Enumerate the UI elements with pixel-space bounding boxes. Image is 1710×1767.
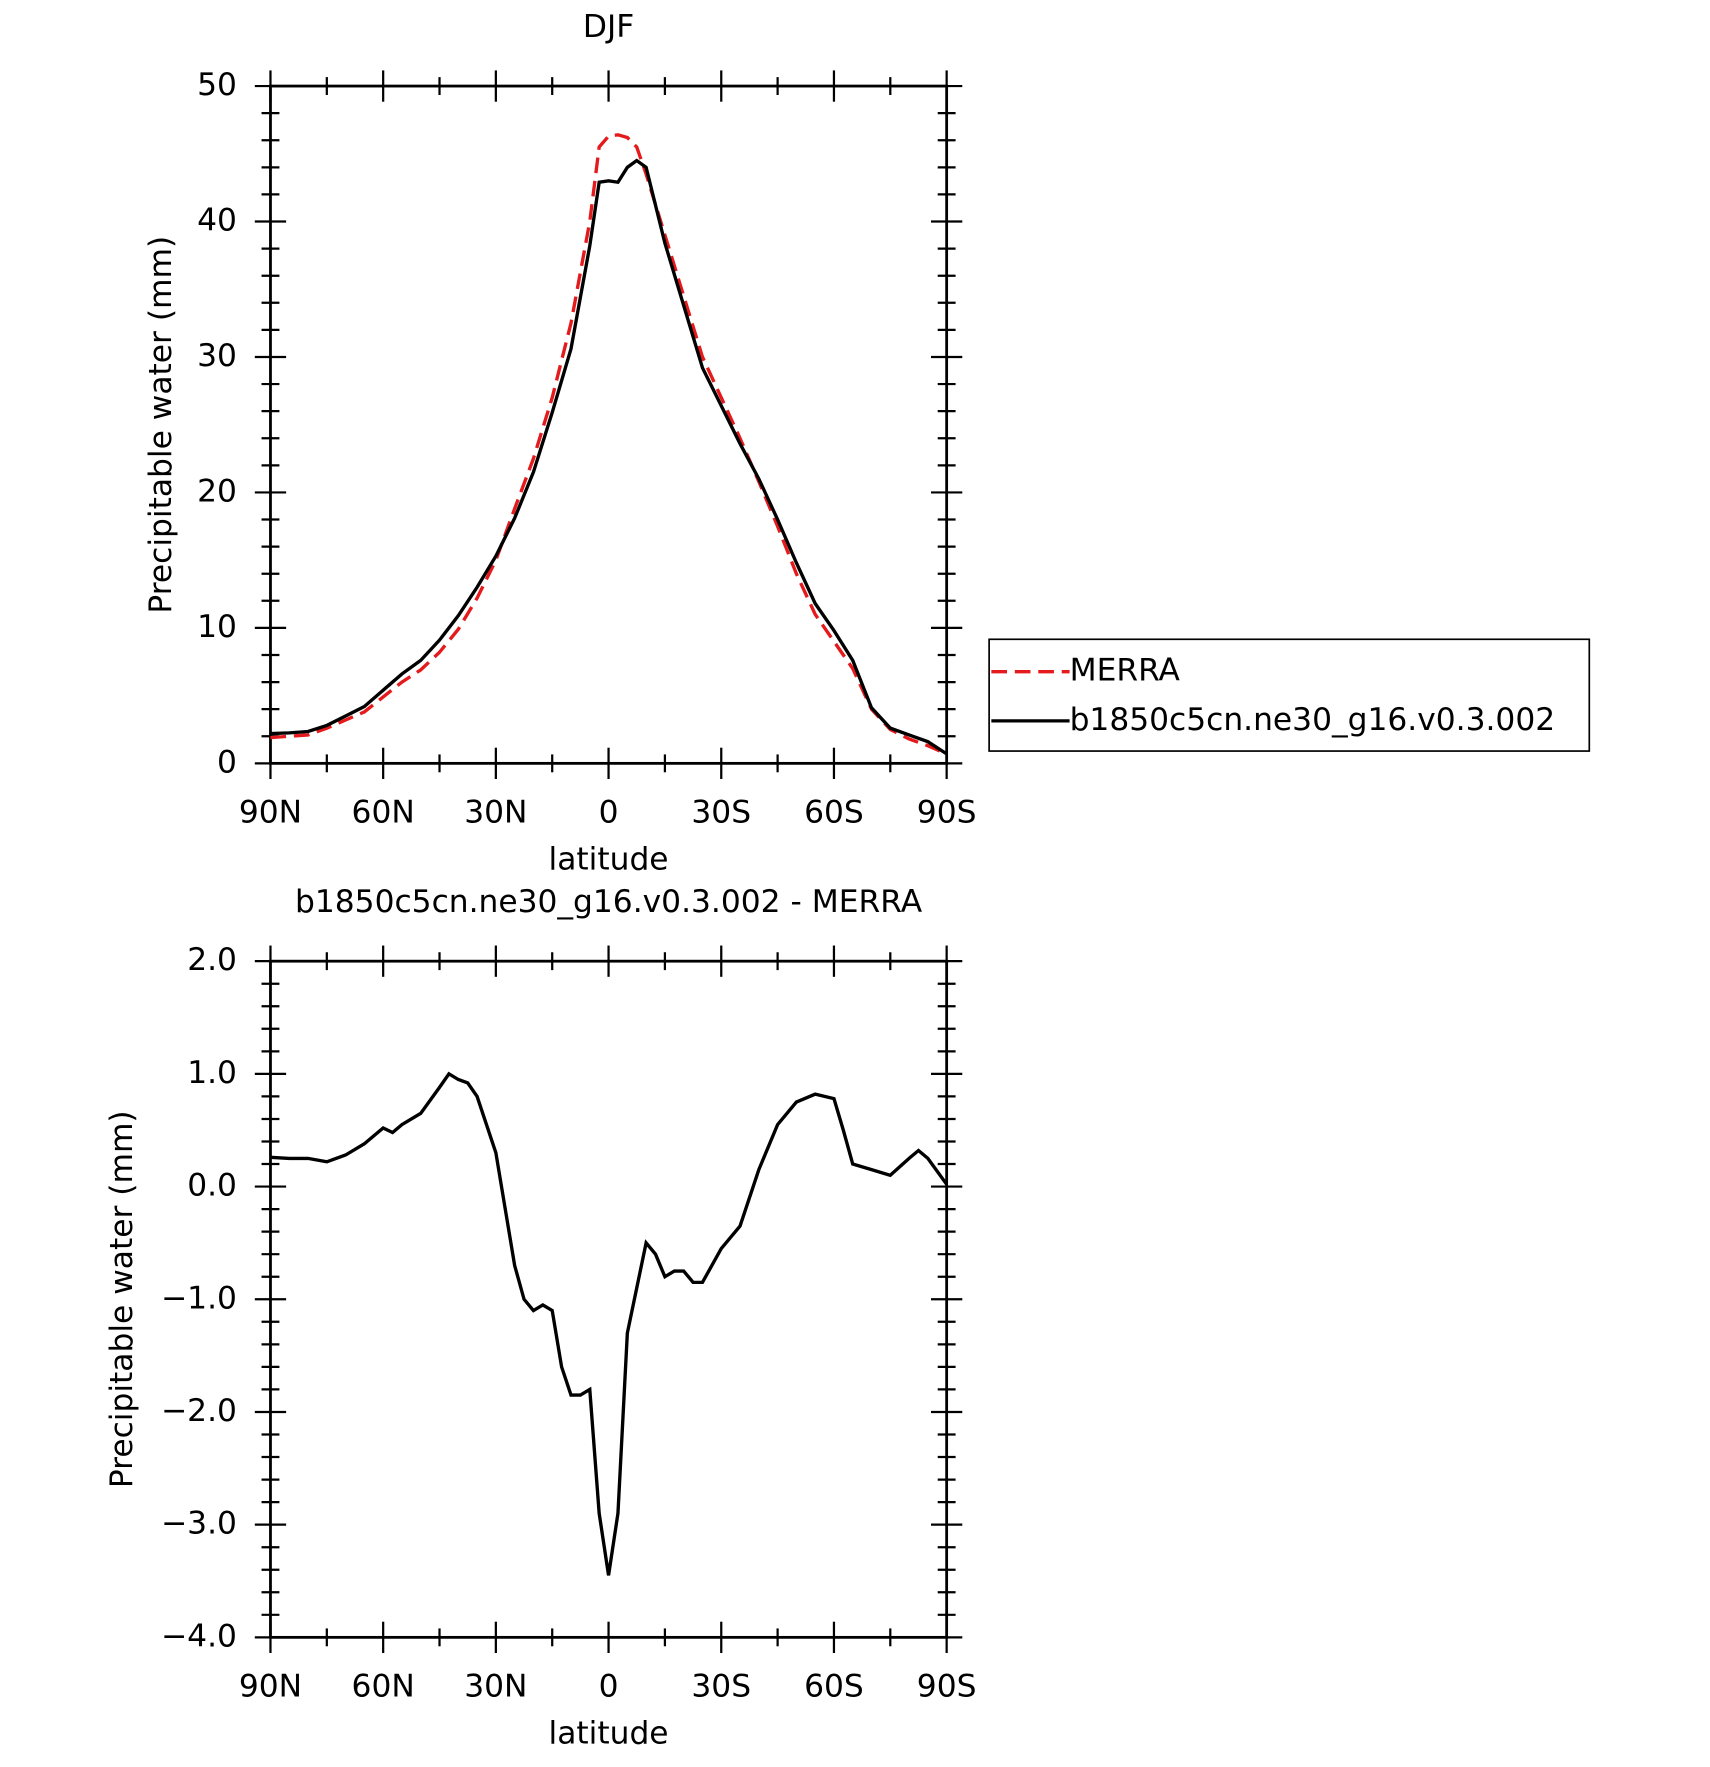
y-tick-label: 20 xyxy=(197,473,237,509)
data-line xyxy=(270,1071,949,1576)
y-tick-label: −2.0 xyxy=(161,1393,237,1429)
y-tick-label: 0 xyxy=(217,744,237,780)
plot-frame xyxy=(269,84,949,765)
y-tick-label: −1.0 xyxy=(161,1280,237,1316)
x-tick-label: 30S xyxy=(691,795,751,831)
data-line xyxy=(270,133,948,756)
y-tick-label: 30 xyxy=(197,338,237,374)
x-axis-label: latitude xyxy=(549,1716,669,1752)
data-line xyxy=(270,158,948,756)
x-tick-label: 60S xyxy=(804,795,864,831)
legend-box xyxy=(988,638,1591,752)
y-tick-label: 10 xyxy=(197,609,237,645)
chart-title: DJF xyxy=(583,9,634,45)
y-tick-label: 2.0 xyxy=(187,942,237,978)
y-tick-label: 0.0 xyxy=(187,1168,237,1204)
x-tick-label: 30N xyxy=(464,1669,527,1705)
y-axis-label: Precipitable water (mm) xyxy=(143,236,179,614)
y-tick-label: 50 xyxy=(197,67,237,103)
y-tick-label: −4.0 xyxy=(161,1618,237,1654)
x-tick-label: 60S xyxy=(804,1669,864,1705)
x-tick-label: 30N xyxy=(464,795,527,831)
plot-frame xyxy=(269,959,949,1639)
x-tick-label: 90S xyxy=(917,795,977,831)
legend-label: MERRA xyxy=(1070,653,1181,689)
x-tick-label: 90N xyxy=(239,1669,302,1705)
chart-title: b1850c5cn.ne30_g16.v0.3.002 - MERRA xyxy=(295,884,923,920)
x-tick-label: 60N xyxy=(352,1669,415,1705)
x-tick-label: 30S xyxy=(691,1669,751,1705)
x-tick-label: 60N xyxy=(352,795,415,831)
y-axis-label: Precipitable water (mm) xyxy=(104,1110,140,1488)
x-tick-label: 0 xyxy=(599,1669,619,1705)
x-tick-label: 90N xyxy=(239,795,302,831)
x-axis-label: latitude xyxy=(549,842,669,878)
y-tick-label: −3.0 xyxy=(161,1506,237,1542)
x-tick-label: 0 xyxy=(599,795,619,831)
legend-label: b1850c5cn.ne30_g16.v0.3.002 xyxy=(1070,702,1556,738)
y-tick-label: 1.0 xyxy=(187,1055,237,1091)
y-tick-label: 40 xyxy=(197,203,237,239)
x-tick-label: 90S xyxy=(917,1669,977,1705)
